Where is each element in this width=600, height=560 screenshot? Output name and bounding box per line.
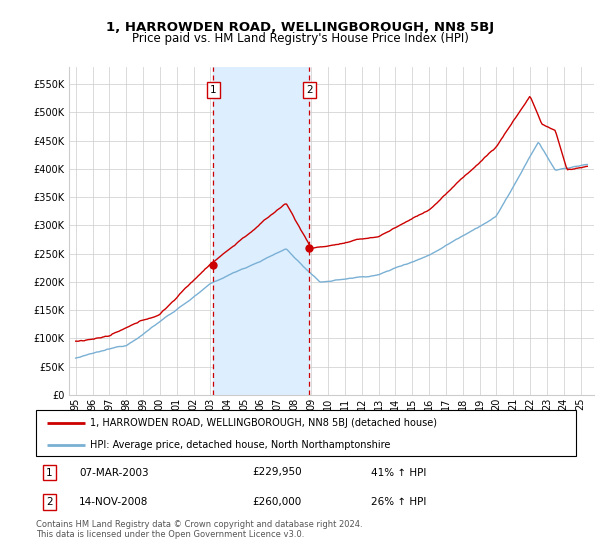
Text: £229,950: £229,950 <box>252 468 302 478</box>
Text: 2: 2 <box>306 85 313 95</box>
Text: 07-MAR-2003: 07-MAR-2003 <box>79 468 149 478</box>
Text: £260,000: £260,000 <box>252 497 301 507</box>
Text: 1, HARROWDEN ROAD, WELLINGBOROUGH, NN8 5BJ (detached house): 1, HARROWDEN ROAD, WELLINGBOROUGH, NN8 5… <box>90 418 437 428</box>
Text: 1, HARROWDEN ROAD, WELLINGBOROUGH, NN8 5BJ: 1, HARROWDEN ROAD, WELLINGBOROUGH, NN8 5… <box>106 21 494 34</box>
Bar <box>213 67 309 395</box>
Text: 14-NOV-2008: 14-NOV-2008 <box>79 497 149 507</box>
FancyBboxPatch shape <box>36 410 576 456</box>
Text: Contains HM Land Registry data © Crown copyright and database right 2024.
This d: Contains HM Land Registry data © Crown c… <box>36 520 362 539</box>
Text: 26% ↑ HPI: 26% ↑ HPI <box>371 497 426 507</box>
Text: 1: 1 <box>210 85 217 95</box>
Text: HPI: Average price, detached house, North Northamptonshire: HPI: Average price, detached house, Nort… <box>90 440 391 450</box>
Text: 41% ↑ HPI: 41% ↑ HPI <box>371 468 426 478</box>
Text: 2: 2 <box>46 497 53 507</box>
Text: Price paid vs. HM Land Registry's House Price Index (HPI): Price paid vs. HM Land Registry's House … <box>131 32 469 45</box>
Text: 1: 1 <box>46 468 53 478</box>
